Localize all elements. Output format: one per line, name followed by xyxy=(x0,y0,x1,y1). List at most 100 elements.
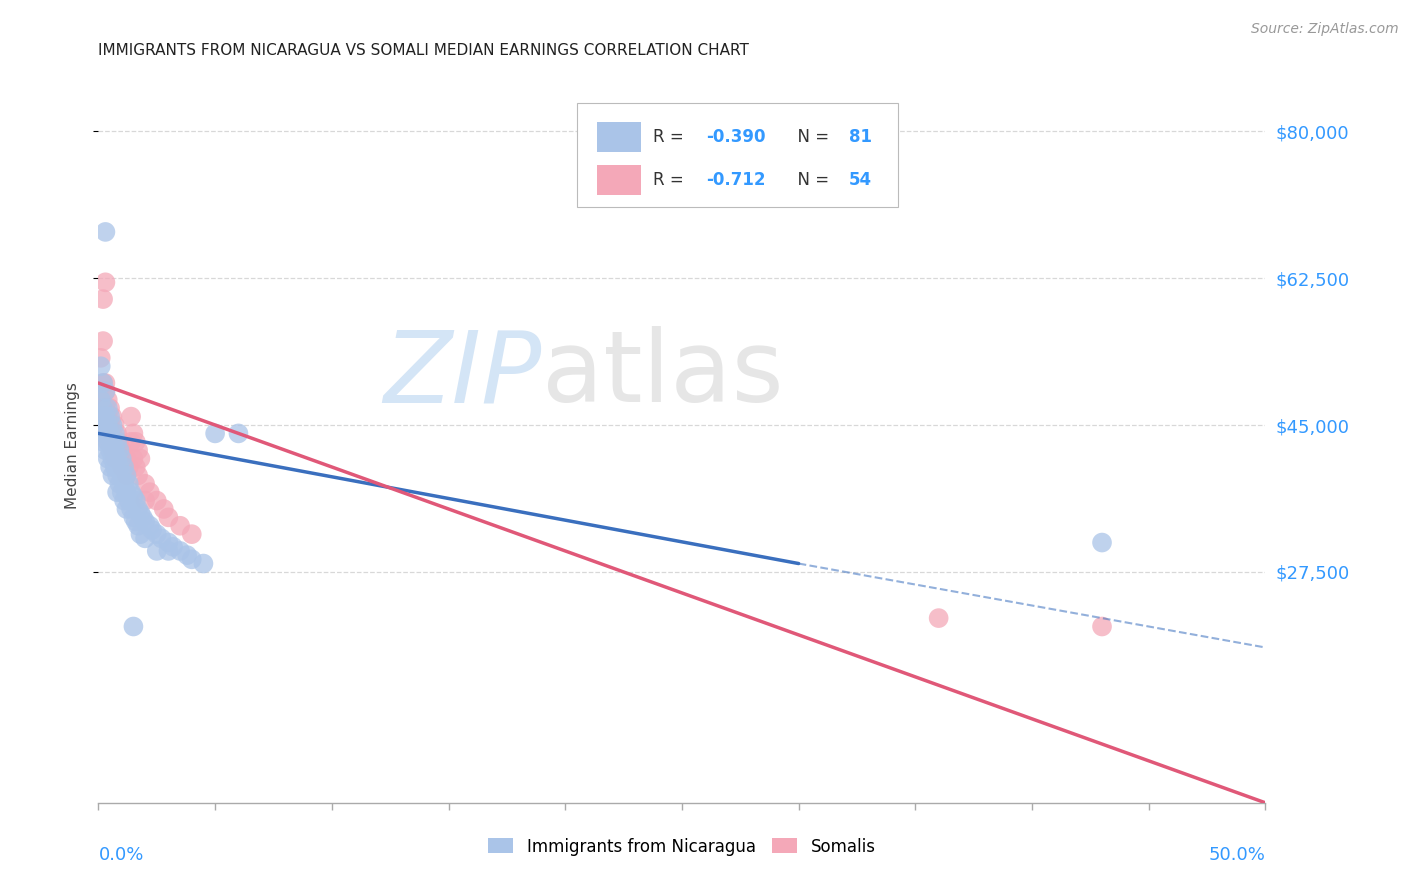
Point xyxy=(112,460,135,475)
Point xyxy=(101,409,124,424)
Text: 0.0%: 0.0% xyxy=(98,846,143,863)
Point xyxy=(108,434,131,449)
Point xyxy=(90,409,112,424)
Point xyxy=(169,544,191,558)
Point xyxy=(91,426,114,441)
Point xyxy=(94,409,117,424)
Point xyxy=(122,451,145,466)
Point xyxy=(115,485,138,500)
Point xyxy=(101,468,124,483)
Point xyxy=(90,392,112,407)
Point xyxy=(105,485,128,500)
Point xyxy=(105,451,128,466)
Point xyxy=(125,434,148,449)
Point xyxy=(105,426,128,441)
Text: R =: R = xyxy=(652,128,689,146)
Point xyxy=(101,443,124,458)
Point xyxy=(104,417,127,432)
FancyBboxPatch shape xyxy=(576,103,898,207)
Point xyxy=(101,426,124,441)
Point xyxy=(122,426,145,441)
Point xyxy=(98,409,121,424)
Point xyxy=(118,476,141,491)
Point xyxy=(134,493,156,508)
FancyBboxPatch shape xyxy=(596,122,641,152)
Point xyxy=(90,359,112,374)
Text: -0.390: -0.390 xyxy=(706,128,766,146)
Point xyxy=(111,468,134,483)
Point xyxy=(104,460,127,475)
Point xyxy=(118,493,141,508)
Point xyxy=(108,460,131,475)
Point xyxy=(134,515,156,529)
Point xyxy=(122,619,145,633)
Point xyxy=(134,476,156,491)
Point xyxy=(118,460,141,475)
Point xyxy=(129,527,152,541)
Point xyxy=(111,460,134,475)
Point xyxy=(132,510,155,524)
Point xyxy=(1091,535,1114,549)
Point xyxy=(150,532,173,546)
Legend: Immigrants from Nicaragua, Somalis: Immigrants from Nicaragua, Somalis xyxy=(482,831,882,863)
Point xyxy=(228,426,250,441)
Text: R =: R = xyxy=(652,171,689,189)
Point xyxy=(157,535,180,549)
Point xyxy=(91,401,114,416)
Point xyxy=(193,557,215,571)
Point xyxy=(112,493,135,508)
Point xyxy=(104,434,127,449)
Point xyxy=(152,502,174,516)
Point xyxy=(125,460,148,475)
Point xyxy=(101,434,124,449)
Text: 81: 81 xyxy=(849,128,872,146)
Point xyxy=(90,392,112,407)
Point xyxy=(139,518,162,533)
Point xyxy=(94,225,117,239)
Point xyxy=(129,506,152,520)
Point xyxy=(120,434,142,449)
Point xyxy=(91,376,114,390)
Text: atlas: atlas xyxy=(541,326,783,423)
Point xyxy=(120,502,142,516)
Point xyxy=(91,401,114,416)
Point xyxy=(127,518,149,533)
Point xyxy=(129,451,152,466)
Point xyxy=(97,392,120,407)
Point xyxy=(98,443,121,458)
Point xyxy=(97,417,120,432)
Point xyxy=(105,434,128,449)
Point xyxy=(180,527,202,541)
Text: IMMIGRANTS FROM NICARAGUA VS SOMALI MEDIAN EARNINGS CORRELATION CHART: IMMIGRANTS FROM NICARAGUA VS SOMALI MEDI… xyxy=(98,43,749,58)
Point xyxy=(104,451,127,466)
Point xyxy=(90,351,112,365)
Point xyxy=(94,401,117,416)
Point xyxy=(139,485,162,500)
Point xyxy=(125,493,148,508)
Point xyxy=(146,493,169,508)
Point xyxy=(162,540,184,554)
Point xyxy=(97,409,120,424)
Point xyxy=(108,451,131,466)
Point xyxy=(98,460,121,475)
Point xyxy=(928,611,950,625)
Point xyxy=(127,502,149,516)
Point xyxy=(97,434,120,449)
Point xyxy=(94,443,117,458)
Point xyxy=(120,485,142,500)
Point xyxy=(94,275,117,289)
Point xyxy=(101,451,124,466)
Point xyxy=(120,409,142,424)
Point xyxy=(90,417,112,432)
Point xyxy=(108,476,131,491)
Point xyxy=(101,417,124,432)
Point xyxy=(111,451,134,466)
Point xyxy=(104,443,127,458)
Point xyxy=(127,468,149,483)
Point xyxy=(98,426,121,441)
Point xyxy=(115,468,138,483)
Point xyxy=(141,523,163,537)
Point xyxy=(91,376,114,390)
Point xyxy=(1091,619,1114,633)
Point xyxy=(91,292,114,306)
